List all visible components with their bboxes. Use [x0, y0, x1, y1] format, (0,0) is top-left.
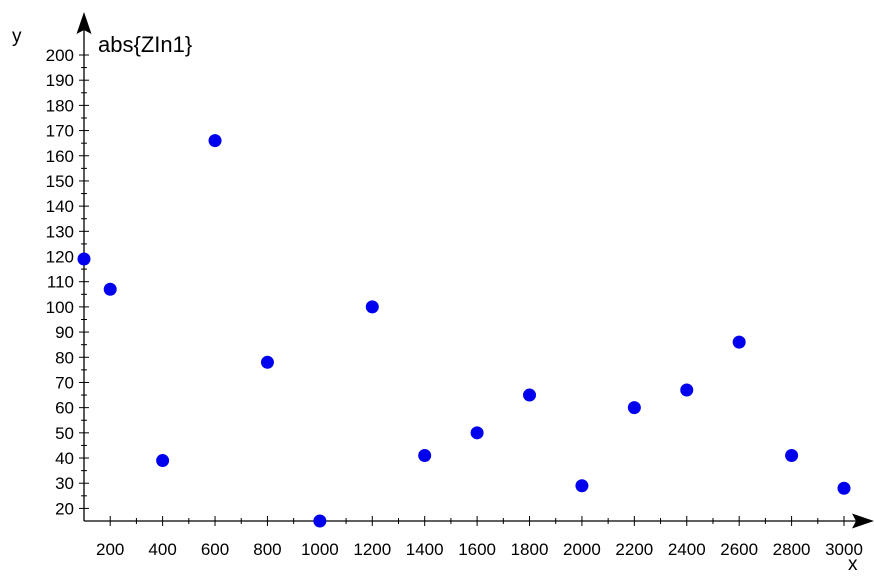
y-tick-label: 180: [46, 96, 74, 115]
x-tick-label: 800: [253, 540, 281, 559]
y-tick-label: 20: [55, 499, 74, 518]
y-tick-label: 170: [46, 122, 74, 141]
data-point: [733, 336, 746, 349]
data-point: [575, 479, 588, 492]
y-tick-label: 110: [47, 273, 74, 292]
x-tick-label: 2200: [615, 540, 653, 559]
y-axis-label: y: [12, 26, 22, 47]
data-point: [104, 283, 117, 296]
data-point: [78, 253, 91, 266]
x-tick-label: 1600: [458, 540, 496, 559]
data-point: [366, 300, 379, 313]
y-tick-label: 40: [55, 449, 74, 468]
x-axis-label: x: [848, 554, 858, 575]
data-point: [471, 426, 484, 439]
x-tick-label: 600: [201, 540, 229, 559]
axes-layer: [77, 12, 874, 529]
data-point: [785, 449, 798, 462]
y-tick-label: 70: [55, 373, 74, 392]
y-tick-label: 190: [46, 71, 74, 90]
data-point: [313, 515, 326, 528]
y-tick-label: 50: [55, 424, 74, 443]
ticks-layer: 200 400 600 800 1000 1200 1400 1600 1800 2000 2200…: [46, 46, 863, 559]
x-tick-label: 1000: [301, 540, 339, 559]
data-point: [838, 482, 851, 495]
data-point: [209, 134, 222, 147]
y-tick-label: 150: [46, 172, 74, 191]
y-tick-label: 130: [46, 222, 74, 241]
data-point: [628, 401, 641, 414]
data-point: [418, 449, 431, 462]
y-tick-label: 90: [55, 323, 74, 342]
chart-title: abs{ZIn1}: [98, 32, 192, 57]
x-tick-label: 1400: [406, 540, 444, 559]
x-tick-label: 200: [96, 540, 124, 559]
data-point: [156, 454, 169, 467]
y-tick-label: 100: [46, 298, 74, 317]
data-point: [680, 384, 693, 397]
y-tick-label: 80: [55, 348, 74, 367]
x-tick-label: 1200: [353, 540, 391, 559]
points-layer: [78, 134, 851, 527]
x-tick-label: 2000: [563, 540, 601, 559]
x-tick-label: 2800: [773, 540, 811, 559]
data-point: [523, 389, 536, 402]
y-tick-label: 30: [55, 474, 74, 493]
y-tick-label: 160: [46, 147, 74, 166]
y-tick-label: 140: [46, 197, 74, 216]
x-tick-label: 1800: [511, 540, 549, 559]
data-point: [261, 356, 274, 369]
x-tick-label: 400: [148, 540, 176, 559]
x-tick-label: 2400: [668, 540, 706, 559]
x-tick-label: 2600: [720, 540, 758, 559]
y-tick-label: 200: [46, 46, 74, 65]
y-tick-label: 60: [55, 399, 74, 418]
y-tick-label: 120: [46, 248, 74, 267]
